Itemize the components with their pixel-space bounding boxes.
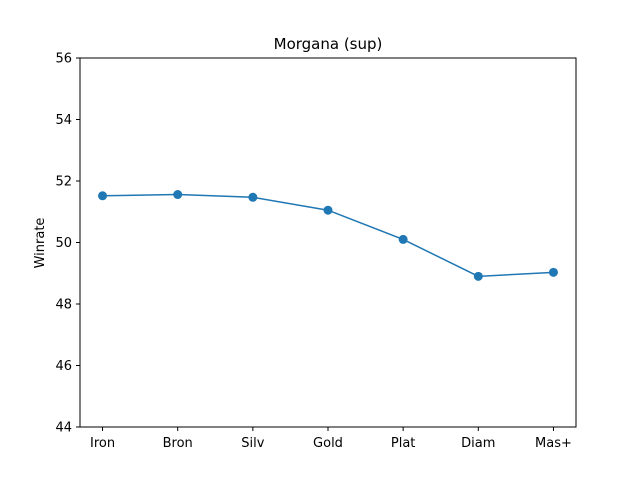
- x-tick-label: Plat: [391, 436, 416, 451]
- y-tick-label: 46: [55, 359, 72, 374]
- data-point: [473, 271, 483, 281]
- data-point: [548, 267, 558, 277]
- y-tick-label: 48: [55, 298, 72, 313]
- x-tick-label: Bron: [163, 436, 193, 451]
- x-tick-label: Diam: [461, 436, 495, 451]
- y-axis-label: Winrate: [33, 218, 48, 269]
- x-tick-label: Gold: [313, 436, 343, 451]
- y-tick-label: 54: [55, 113, 72, 128]
- y-tick-label: 52: [55, 175, 72, 190]
- data-point: [98, 191, 108, 201]
- data-point: [398, 234, 408, 244]
- data-point: [323, 205, 333, 215]
- data-point: [173, 190, 183, 200]
- x-tick-label: Silv: [241, 436, 264, 451]
- plot-layer: 44 46 48 50 52 54 56 Iron Bron Silv Gold Plat Diam Ma…: [55, 52, 577, 451]
- y-tick-label: 44: [55, 421, 72, 436]
- y-tick-label: 56: [55, 52, 72, 67]
- y-tick-label: 50: [55, 236, 72, 251]
- chart-title: Morgana (sup): [274, 35, 383, 53]
- x-tick-label: Mas+: [535, 436, 572, 451]
- x-tick-label: Iron: [90, 436, 115, 451]
- data-point: [248, 192, 258, 202]
